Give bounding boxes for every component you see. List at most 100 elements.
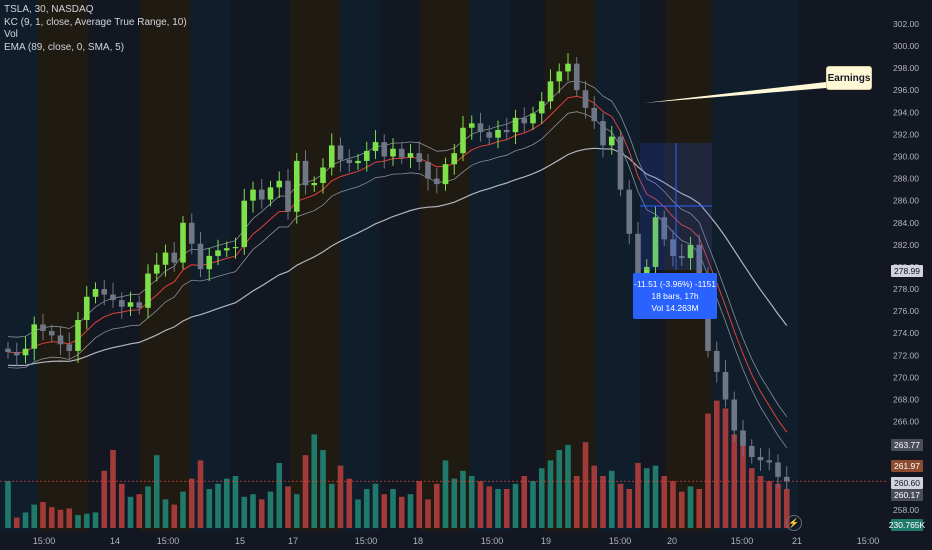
volume-bar [381, 494, 388, 528]
volume-bar [661, 476, 668, 528]
volume-bar [442, 460, 449, 528]
candle-body [678, 255, 685, 259]
volume-bar [250, 494, 256, 528]
symbol-legend[interactable]: TSLA, 30, NASDAQ [4, 4, 94, 15]
volume-bar [276, 463, 283, 528]
price-tick-label: 274.00 [893, 328, 919, 338]
candle-body [40, 324, 46, 332]
candle-body [197, 243, 204, 270]
vol-legend[interactable]: Vol [4, 29, 18, 40]
volume-bar [503, 489, 510, 528]
volume-bar [731, 434, 738, 528]
candle-body [110, 294, 116, 301]
volume-bar [337, 465, 344, 528]
time-tick-label: 20 [667, 536, 677, 546]
time-tick-label: 15:00 [731, 536, 754, 546]
candle-body [302, 160, 309, 186]
candle-body [713, 350, 720, 372]
volume-bar [547, 460, 554, 528]
session-band [470, 0, 510, 531]
lightning-icon[interactable]: ⚡ [786, 515, 802, 531]
candle-body [328, 145, 335, 168]
volume-bar [713, 400, 720, 528]
candle-body [477, 123, 484, 133]
candle-body [381, 142, 388, 157]
time-tick-label: 19 [541, 536, 551, 546]
candle-body [13, 352, 20, 356]
volume-bar [416, 481, 423, 528]
time-axis: 15:00 14 15:00 15 17 15:00 18 15:00 19 15:00 20 15:… [0, 531, 932, 550]
volume-bar [92, 512, 99, 528]
volume-bar [635, 463, 641, 528]
candle-body [5, 348, 11, 353]
volume-bar [451, 478, 458, 528]
candle-body [573, 63, 580, 91]
candle-body [355, 160, 361, 164]
time-tick-label: 15:00 [355, 536, 378, 546]
price-badge-d: 260.17 [891, 489, 923, 501]
ema-legend[interactable]: EMA (89, close, 0, SMA, 5) [4, 41, 125, 53]
volume-bar [13, 517, 20, 528]
candle-body [600, 121, 606, 146]
time-tick-label: 15:00 [481, 536, 504, 546]
time-tick-label: 15:00 [33, 536, 56, 546]
candle-body [433, 178, 440, 185]
price-tick-label: 278.00 [893, 284, 919, 294]
candle-body [232, 247, 239, 249]
volume-bar [241, 496, 248, 528]
candle-body [215, 250, 221, 256]
volume-bar [390, 489, 396, 528]
volume-bar [145, 486, 151, 528]
candle-body [276, 180, 283, 188]
volume-bar [136, 494, 143, 528]
volume-bar [363, 489, 370, 528]
candle-body [92, 289, 99, 297]
candle-body [127, 302, 134, 307]
volume-bar [40, 502, 46, 528]
volume-bar [171, 504, 178, 528]
volume-bar [495, 489, 501, 528]
volume-bar [468, 476, 475, 528]
volume-bar [398, 496, 405, 528]
candle-body [22, 348, 29, 356]
session-band [420, 0, 470, 531]
kc-legend[interactable]: KC (9, 1, close, Average True Range, 10) [4, 16, 187, 28]
volume-bars [5, 400, 790, 528]
candle-body [145, 273, 151, 308]
volume-bar [320, 450, 326, 528]
candle-body [293, 160, 300, 212]
candle-body [425, 162, 431, 179]
time-tick-label: 15 [235, 536, 245, 546]
volume-bar [530, 481, 536, 528]
volume-bar [573, 476, 580, 528]
volume-bar [565, 444, 571, 528]
kc-middle-line [7, 95, 788, 433]
candle-body [766, 460, 773, 463]
candle-body [180, 222, 186, 263]
earnings-label[interactable]: Earnings [826, 66, 872, 90]
price-tick-label: 300.00 [893, 41, 919, 51]
volume-bar [477, 481, 484, 528]
candle-body [565, 63, 571, 72]
volume-bar [407, 494, 414, 528]
measure-range-box[interactable] [640, 143, 712, 270]
volume-bar [460, 470, 466, 528]
indicator-lines [0, 80, 888, 482]
candle-body [171, 252, 178, 263]
candle-body [75, 319, 81, 351]
price-badge-a: 263.77 [891, 439, 923, 451]
measure-change: -11.51 (-3.96%) -1151 [634, 279, 716, 289]
volume-bar [775, 483, 781, 528]
session-band [0, 0, 38, 531]
volume-bar [328, 483, 335, 528]
volume-bar [101, 470, 108, 528]
measure-volume: Vol 14.263M [651, 303, 699, 313]
price-tick-label: 290.00 [893, 151, 919, 161]
volume-bar [302, 455, 309, 528]
candle-body [748, 445, 755, 457]
volume-bar [740, 437, 746, 528]
last-price-badge: 278.99 [891, 265, 923, 277]
volume-bar [678, 491, 685, 528]
price-badge-b: 261.97 [891, 460, 923, 472]
